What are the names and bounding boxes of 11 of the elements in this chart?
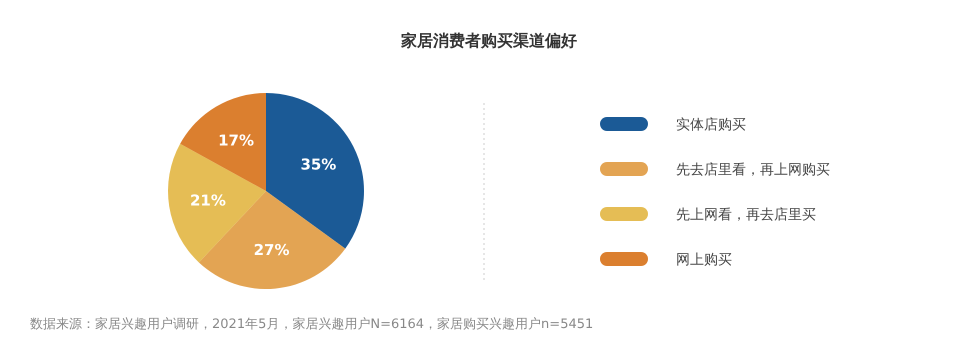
chart-title: 家居消费者购买渠道偏好 xyxy=(400,31,577,50)
legend-label: 先去店里看，再上网购买 xyxy=(676,162,830,178)
legend-label: 先上网看，再去店里买 xyxy=(676,206,816,223)
legend-label: 网上购买 xyxy=(676,252,732,268)
data-label: 27% xyxy=(254,240,290,259)
source-note: 数据来源：家居兴趣用户调研，2021年5月，家居兴趣用户N=6164，家居购买兴趣用户n=5451 xyxy=(30,316,594,332)
pie-slice xyxy=(180,93,266,191)
legend-label: 实体店购买 xyxy=(676,116,746,133)
data-label: 21% xyxy=(190,191,226,210)
data-label: 17% xyxy=(218,132,254,150)
data-label: 35% xyxy=(300,156,336,174)
